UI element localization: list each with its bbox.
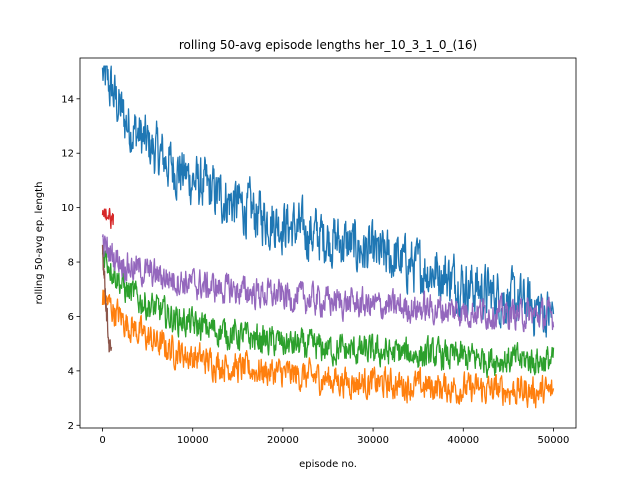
- y-tick-label: 10: [61, 203, 74, 214]
- y-tick-label: 4: [68, 366, 74, 377]
- y-axis: 2 4 6 8 10 12 14: [61, 94, 80, 432]
- series-line-3: [101, 250, 555, 379]
- series-line-5: [101, 234, 555, 333]
- y-tick-label: 6: [68, 312, 74, 323]
- series-layer: [101, 65, 555, 409]
- y-tick-label: 14: [61, 94, 74, 105]
- y-axis-label: rolling 50-avg ep. length: [34, 182, 45, 305]
- y-tick-label: 8: [68, 258, 74, 269]
- series-line-2: [101, 289, 555, 409]
- x-tick-label: 40000: [447, 435, 479, 446]
- x-tick-label: 10000: [177, 435, 209, 446]
- x-tick-label: 30000: [357, 435, 389, 446]
- y-tick-label: 12: [61, 149, 74, 160]
- series-line-1: [101, 65, 555, 338]
- x-axis: 0 10000 20000 30000 40000 50000: [99, 428, 569, 446]
- plot-frame: [79, 57, 577, 429]
- x-tick-label: 50000: [538, 435, 570, 446]
- x-tick-label: 20000: [267, 435, 299, 446]
- series-line-6: [101, 244, 113, 353]
- chart-title: rolling 50-avg episode lengths her_10_3_…: [179, 38, 477, 52]
- y-tick-label: 2: [68, 421, 74, 432]
- series-line-4: [101, 207, 115, 230]
- x-axis-label: episode no.: [299, 459, 357, 470]
- x-tick-label: 0: [99, 435, 105, 446]
